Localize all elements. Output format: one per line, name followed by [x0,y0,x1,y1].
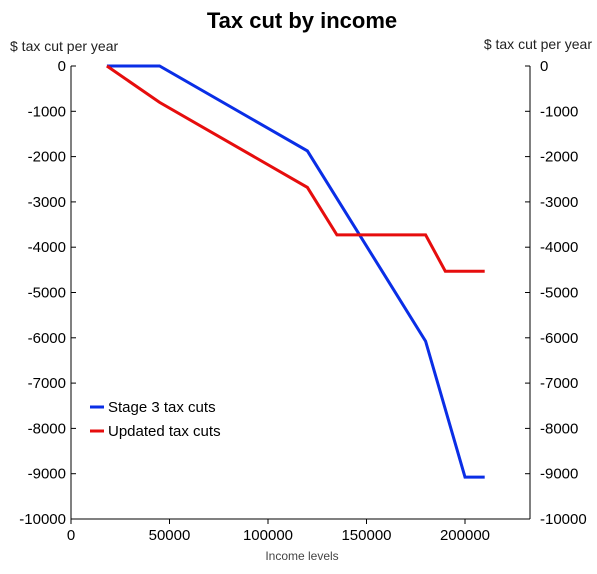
left-y-tick-label: -1000 [28,103,66,120]
left-y-tick-label: -10000 [19,511,66,528]
chart-title: Tax cut by income [207,8,397,33]
x-tick-label: 0 [67,527,75,544]
right-axis-unit-label: $ tax cut per year [484,36,593,52]
left-y-tick-label: -7000 [28,375,66,392]
right-y-tick-label: -8000 [540,420,578,437]
left-y-tick-label: -3000 [28,194,66,211]
axes [70,65,531,524]
right-y-tick-label: -5000 [540,285,578,302]
right-y-tick-label: -4000 [540,239,578,256]
series-lines [106,64,485,479]
x-tick-label: 200000 [440,527,490,544]
left-y-tick-label: -8000 [28,420,66,437]
right-y-tick-label: 0 [540,58,548,75]
tick-labels: 0 0 -1000 -1000 -2000 -2000 -3000 -3000 -4000 -40… [19,58,586,544]
right-y-tick-label: -2000 [540,149,578,166]
x-tick-label: 50000 [149,527,191,544]
x-tick-label: 150000 [341,527,391,544]
right-y-tick-label: -6000 [540,330,578,347]
left-y-tick-label: -5000 [28,285,66,302]
right-y-tick-label: -9000 [540,466,578,483]
left-axis-unit-label: $ tax cut per year [10,38,119,54]
left-y-tick-label: -6000 [28,330,66,347]
x-axis-label: Income levels [265,549,338,563]
left-y-tick-label: 0 [58,58,66,75]
series-line-stage3 [106,64,485,479]
legend-label-stage3: Stage 3 tax cuts [108,399,216,416]
right-y-tick-label: -1000 [540,103,578,120]
left-y-tick-label: -9000 [28,466,66,483]
x-tick-label: 100000 [243,527,293,544]
legend: Stage 3 tax cuts Updated tax cuts [90,399,221,440]
series-line-updated [106,64,485,273]
right-y-tick-label: -3000 [540,194,578,211]
left-y-tick-label: -2000 [28,149,66,166]
right-y-tick-label: -10000 [540,511,587,528]
legend-label-updated: Updated tax cuts [108,423,221,440]
left-y-tick-label: -4000 [28,239,66,256]
right-y-tick-label: -7000 [540,375,578,392]
